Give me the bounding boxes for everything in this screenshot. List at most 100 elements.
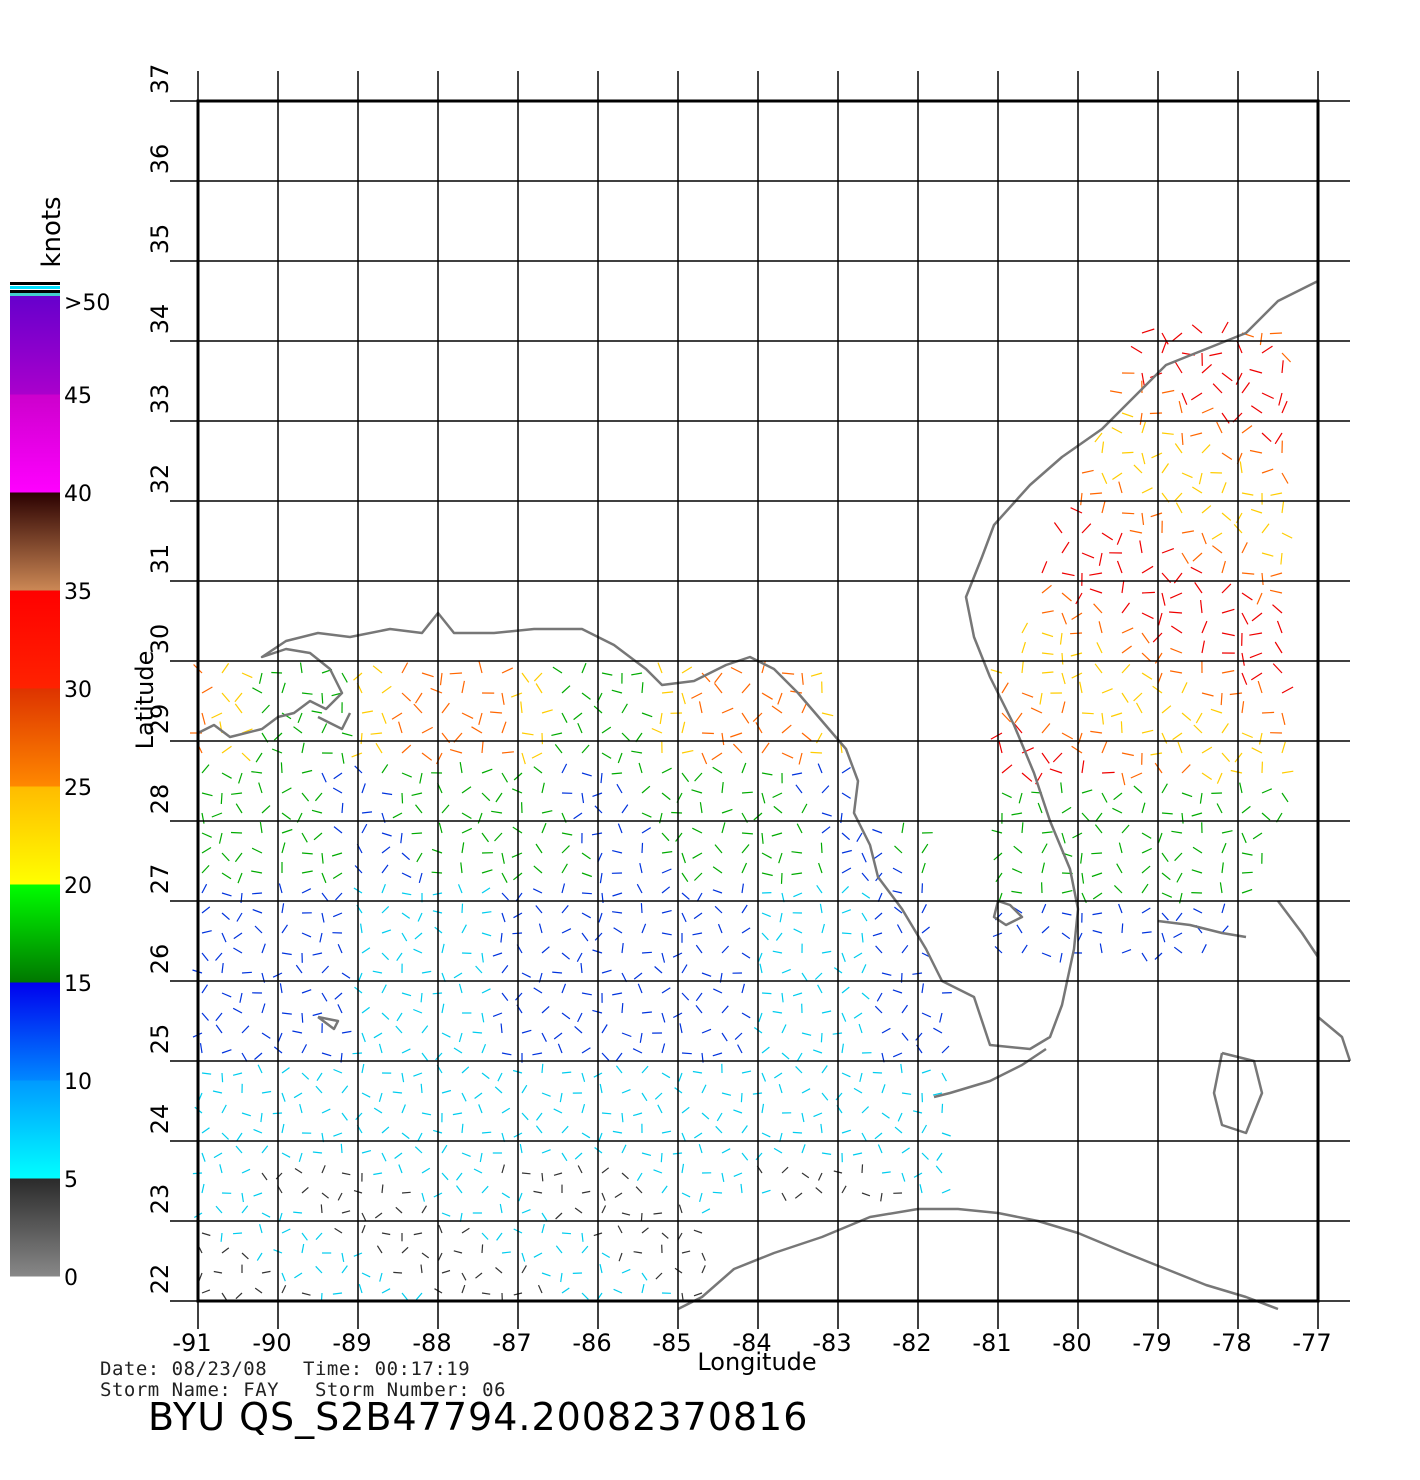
- wind-vector: [251, 847, 263, 854]
- wind-vector: [781, 968, 791, 974]
- wind-vector: [301, 769, 313, 774]
- wind-vector: [1081, 712, 1094, 715]
- wind-vector: [678, 1072, 683, 1082]
- wind-vector: [901, 1032, 909, 1041]
- wind-vector: [1251, 612, 1263, 622]
- wind-vector: [641, 1227, 649, 1234]
- wind-vector: [636, 1172, 643, 1182]
- wind-vector: [1141, 565, 1154, 574]
- wind-vector: [820, 1123, 823, 1134]
- wind-vector: [1071, 672, 1083, 679]
- coastline: [197, 279, 1352, 1311]
- wind-vector: [398, 721, 403, 734]
- wind-vector: [633, 1251, 643, 1254]
- wind-vector: [1169, 670, 1183, 674]
- wind-vector: [341, 972, 351, 979]
- wind-vector: [693, 1132, 703, 1139]
- wind-vector: [481, 832, 489, 843]
- wind-vector: [321, 1165, 326, 1174]
- wind-vector: [413, 1072, 423, 1077]
- wind-vector: [813, 1049, 823, 1054]
- wind-vector: [1061, 912, 1072, 916]
- wind-vector: [381, 1184, 384, 1194]
- wind-vector: [421, 1252, 430, 1259]
- wind-vector: [780, 872, 783, 884]
- wind-vector: [221, 992, 232, 998]
- wind-vector: [533, 987, 543, 994]
- wind-vector: [312, 1151, 323, 1154]
- wind-vector: [1161, 932, 1166, 943]
- wind-vector: [1235, 512, 1243, 524]
- wind-vector: [381, 929, 392, 934]
- wind-vector: [721, 822, 726, 834]
- wind-vector: [640, 1212, 643, 1222]
- wind-vector: [638, 762, 643, 774]
- wind-vector: [1174, 852, 1183, 862]
- wind-vector: [261, 943, 266, 954]
- wind-vector: [695, 1005, 703, 1014]
- wind-vector: [381, 1288, 391, 1294]
- coastline-grand-bahama: [1157, 919, 1247, 939]
- wind-vector: [501, 772, 509, 783]
- wind-vector: [1181, 682, 1188, 694]
- wind-vector: [1001, 764, 1013, 774]
- wind-vector: [581, 792, 585, 804]
- wind-vector: [615, 1065, 623, 1074]
- wind-vector: [441, 702, 450, 714]
- wind-vector: [580, 963, 583, 974]
- wind-vector: [1278, 392, 1283, 406]
- wind-vector: [1061, 672, 1066, 685]
- wind-vector: [1192, 846, 1203, 854]
- wind-vector: [521, 672, 530, 683]
- wind-vector: [875, 945, 883, 954]
- wind-vector: [420, 1083, 423, 1094]
- wind-vector: [411, 832, 423, 835]
- wind-vector: [721, 1005, 729, 1014]
- wind-vector: [221, 1292, 228, 1301]
- wind-vector: [612, 1130, 623, 1134]
- wind-vector: [301, 888, 312, 894]
- footer-date-line: Date: 08/23/08 Time: 00:17:19: [100, 1358, 470, 1380]
- wind-vector: [794, 1192, 803, 1199]
- wind-vector: [1013, 722, 1023, 734]
- wind-vector: [394, 1152, 403, 1159]
- wind-vector: [501, 912, 506, 923]
- wind-vector: [1195, 712, 1203, 724]
- wind-vector: [501, 1052, 512, 1056]
- wind-vector: [1141, 802, 1146, 814]
- wind-vector: [781, 1024, 787, 1034]
- wind-vector: [461, 812, 472, 820]
- wind-vector: [841, 885, 850, 894]
- wind-vector: [1061, 572, 1075, 577]
- wind-vector: [211, 812, 223, 818]
- wind-vector: [233, 932, 243, 940]
- wind-vector: [621, 1089, 631, 1094]
- wind-vector: [861, 912, 868, 922]
- wind-vector: [255, 752, 263, 763]
- wind-vector: [894, 906, 903, 914]
- wind-vector: [681, 1052, 692, 1055]
- wind-vector: [679, 1023, 683, 1034]
- wind-vector: [817, 763, 823, 774]
- wind-vector: [781, 752, 794, 759]
- wind-vector: [1141, 612, 1154, 620]
- wind-vector: [335, 892, 343, 901]
- wind-vector: [1161, 912, 1169, 921]
- wind-vector: [901, 1172, 906, 1182]
- colorbar-overflow-stripe: [10, 282, 60, 285]
- latitude-tick-label: 36: [146, 144, 174, 175]
- wind-vector: [1041, 925, 1050, 934]
- wind-vector: [301, 852, 313, 855]
- footer-storm-line: Storm Name: FAY Storm Number: 06: [100, 1379, 506, 1401]
- wind-vector: [1041, 652, 1054, 655]
- wind-vector: [401, 1191, 411, 1194]
- wind-vector: [661, 1043, 666, 1054]
- wind-vector: [301, 1232, 308, 1241]
- wind-vector: [360, 923, 363, 934]
- wind-vector: [1221, 862, 1224, 874]
- wind-vector: [1079, 681, 1083, 694]
- wind-vector: [501, 872, 508, 883]
- wind-vector: [801, 803, 808, 814]
- wind-vector: [381, 952, 390, 961]
- wind-vector: [417, 1132, 423, 1142]
